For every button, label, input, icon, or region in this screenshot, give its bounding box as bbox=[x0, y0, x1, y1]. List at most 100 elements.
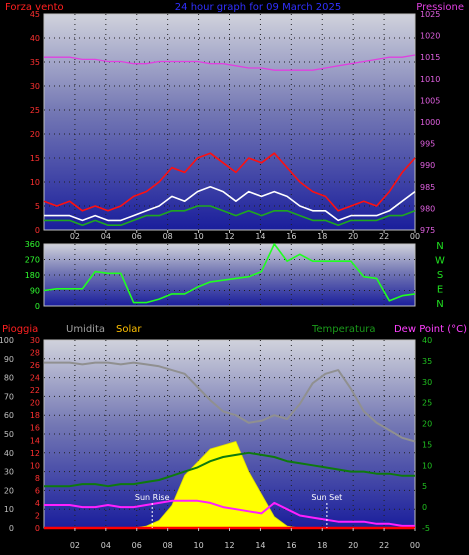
weather-x-tick-label: 06 bbox=[132, 541, 142, 550]
temperature-tick-label: 25 bbox=[422, 399, 432, 408]
wind-x-tick-label: 16 bbox=[286, 232, 296, 241]
rain-tick-label: 2 bbox=[35, 511, 40, 520]
rain-tick-label: 18 bbox=[30, 411, 40, 420]
temperature-tick-label: -5 bbox=[422, 524, 430, 533]
compass-letter: E bbox=[437, 285, 443, 296]
temperature-tick-label: 10 bbox=[422, 461, 432, 470]
humidity-label: Umidita bbox=[66, 324, 105, 335]
wind-left-tick-label: 15 bbox=[30, 154, 40, 163]
humidity-outer-tick-label: 50 bbox=[4, 430, 14, 439]
wind-left-tick-label: 35 bbox=[30, 58, 40, 67]
temperature-tick-label: 40 bbox=[422, 336, 432, 345]
pressure-right-tick-label: 1005 bbox=[420, 96, 440, 105]
weather-x-tick-label: 20 bbox=[348, 541, 358, 550]
wind-x-axis: 02 04 06 08 10 12 14 16 18 20 22 00 bbox=[70, 230, 420, 241]
rain-tick-label: 22 bbox=[30, 386, 40, 395]
sun-annotations: Sun Rise Sun Set bbox=[135, 493, 342, 528]
humidity-outer-tick-label: 20 bbox=[4, 486, 14, 495]
direction-left-tick-label: 0 bbox=[35, 302, 40, 311]
wind-left-tick-label: 0 bbox=[35, 226, 40, 235]
weather-x-tick-label: 14 bbox=[255, 541, 265, 550]
series-average bbox=[44, 186, 416, 222]
rain-tick-label: 16 bbox=[30, 424, 40, 433]
rain-tick-label: 14 bbox=[30, 436, 40, 445]
series-humidity bbox=[44, 361, 416, 443]
direction-left-tick-label: 90 bbox=[30, 287, 40, 296]
weather-x-tick-label: 18 bbox=[317, 541, 327, 550]
humidity-outer-tick-label: 80 bbox=[4, 374, 14, 383]
rain-tick-label: 4 bbox=[35, 499, 40, 508]
rain-tick-label: 30 bbox=[30, 336, 40, 345]
wind-series bbox=[43, 54, 416, 226]
wind-x-tick-label: 14 bbox=[255, 232, 265, 241]
temperature-axis: -5 0 5 10 15 20 25 30 35 40 bbox=[422, 336, 432, 533]
direction-left-tick-label: 180 bbox=[25, 271, 40, 280]
rain-tick-label: 10 bbox=[30, 461, 40, 470]
wind-x-tick-label: 08 bbox=[163, 232, 173, 241]
humidity-outer-tick-label: 70 bbox=[4, 392, 14, 401]
wind-left-tick-label: 20 bbox=[30, 130, 40, 139]
series-bearing bbox=[43, 243, 416, 304]
wind-left-tick-label: 30 bbox=[30, 82, 40, 91]
wind-left-tick-label: 5 bbox=[35, 202, 40, 211]
rain-tick-label: 20 bbox=[30, 399, 40, 408]
direction-left-tick-label: 270 bbox=[25, 256, 40, 265]
wind-left-axis: 0 5 10 15 20 25 30 35 40 45 bbox=[30, 10, 40, 235]
rain-tick-label: 8 bbox=[35, 474, 40, 483]
direction-grid bbox=[44, 244, 415, 306]
pressure-right-tick-label: 1010 bbox=[420, 75, 440, 84]
humidity-outer-tick-label: 40 bbox=[4, 449, 14, 458]
compass-letter: W bbox=[435, 256, 445, 267]
rain-tick-label: 0 bbox=[35, 524, 40, 533]
series-pressure bbox=[44, 54, 416, 71]
pressure-right-tick-label: 980 bbox=[420, 204, 435, 213]
temperature-tick-label: 15 bbox=[422, 440, 432, 449]
series-temperature bbox=[44, 451, 415, 488]
series-dewpoint bbox=[44, 499, 415, 527]
wind-grid bbox=[44, 14, 415, 230]
series-speed bbox=[44, 205, 416, 226]
sun-marker-label: Sun Set bbox=[311, 493, 342, 502]
direction-left-axis: 0 90 180 270 360 bbox=[25, 240, 40, 311]
wind-x-tick-label: 12 bbox=[224, 232, 234, 241]
weather-x-tick-label: 04 bbox=[101, 541, 111, 550]
chart-title: 24 hour graph for 09 March 2025 bbox=[175, 2, 341, 13]
humidity-outer-tick-label: 60 bbox=[4, 411, 14, 420]
wind-x-tick-label: 06 bbox=[132, 232, 142, 241]
wind-x-tick-label: 04 bbox=[101, 232, 111, 241]
pressure-right-tick-label: 995 bbox=[420, 140, 435, 149]
direction-left-tick-label: 360 bbox=[25, 240, 40, 249]
wind-x-tick-label: 20 bbox=[348, 232, 358, 241]
wind-x-tick-label: 10 bbox=[193, 232, 203, 241]
weather-x-tick-label: 10 bbox=[193, 541, 203, 550]
humidity-outer-tick-label: 10 bbox=[4, 505, 14, 514]
weather-x-tick-label: 22 bbox=[379, 541, 389, 550]
dewpoint-label: Dew Point (°C) bbox=[394, 324, 467, 335]
wind-x-tick-label: 22 bbox=[379, 232, 389, 241]
weather-x-tick-label: 16 bbox=[286, 541, 296, 550]
pressure-label: Pressione bbox=[416, 2, 464, 13]
rain-tick-label: 6 bbox=[35, 486, 40, 495]
pressure-right-tick-label: 1020 bbox=[420, 32, 440, 41]
rain-tick-label: 28 bbox=[30, 349, 40, 358]
temperature-tick-label: 5 bbox=[422, 482, 427, 491]
humidity-outer-tick-label: 100 bbox=[0, 336, 14, 345]
rain-tick-label: 24 bbox=[30, 374, 40, 383]
temperature-tick-label: 20 bbox=[422, 420, 432, 429]
pressure-right-tick-label: 1000 bbox=[420, 118, 440, 127]
humidity-outer-tick-label: 30 bbox=[4, 468, 14, 477]
temperature-tick-label: 0 bbox=[422, 503, 427, 512]
weather-x-tick-label: 02 bbox=[70, 541, 80, 550]
direction-series bbox=[43, 243, 416, 304]
weather-x-tick-label: 12 bbox=[224, 541, 234, 550]
wind-speed-label: Forza vento bbox=[5, 2, 64, 13]
compass-letter: N bbox=[436, 241, 443, 252]
compass-letter: S bbox=[437, 270, 443, 281]
pressure-right-axis: 975 980 985 990 995 1000 1005 1010 1015 1020 1025 bbox=[420, 10, 440, 235]
sun-marker-label: Sun Rise bbox=[135, 493, 170, 502]
humidity-outer-tick-label: 0 bbox=[9, 524, 14, 533]
